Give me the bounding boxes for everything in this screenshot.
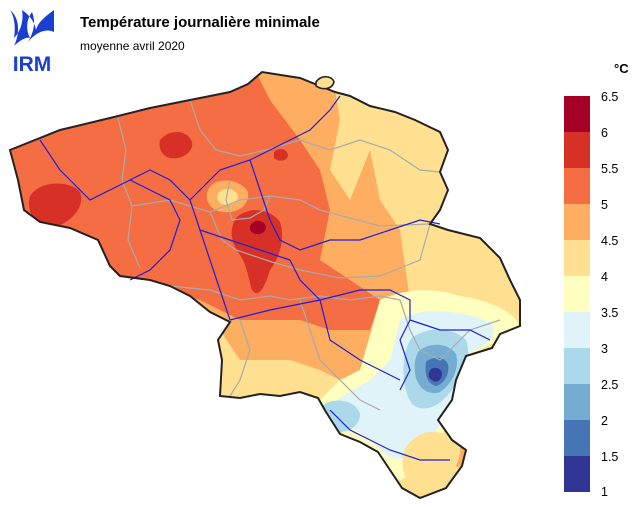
province-boundaries bbox=[117, 99, 501, 411]
national-border bbox=[8, 70, 521, 500]
legend-swatch bbox=[564, 384, 590, 420]
belgium-map bbox=[8, 70, 521, 500]
zone-1-1.5 bbox=[428, 367, 442, 382]
legend-label: 2.5 bbox=[601, 378, 618, 392]
legend-label: 4.5 bbox=[601, 234, 618, 248]
legend-label: 1 bbox=[601, 485, 608, 499]
zone-5.5-6-west bbox=[28, 183, 82, 228]
logo-mark bbox=[10, 10, 54, 46]
zone-6-6.5-brussels bbox=[250, 220, 266, 235]
legend-swatch bbox=[564, 96, 590, 132]
logo-text: IRM bbox=[13, 53, 52, 74]
zone-4-4.5-kempen bbox=[217, 188, 238, 205]
map-title: Température journalière minimale bbox=[80, 14, 320, 31]
rivers bbox=[39, 95, 491, 461]
legend-label: 5.5 bbox=[601, 162, 618, 176]
legend-label: 5 bbox=[601, 198, 608, 212]
zone-5.5-6-brussels bbox=[231, 210, 283, 294]
irm-logo: IRM bbox=[10, 10, 54, 74]
legend-label: 3.5 bbox=[601, 306, 618, 320]
legend-swatch bbox=[564, 312, 590, 348]
legend-swatches bbox=[564, 96, 590, 492]
legend-label: 6 bbox=[601, 126, 608, 140]
legend-swatch bbox=[564, 168, 590, 204]
temperature-fill bbox=[10, 72, 520, 498]
legend-label: 3 bbox=[601, 342, 608, 356]
legend-unit: °C bbox=[614, 61, 629, 76]
legend-swatch bbox=[564, 132, 590, 168]
legend-label: 6.5 bbox=[601, 92, 618, 104]
legend-labels: 6.5 6 5.5 5 4.5 4 3.5 3 2.5 2 1.5 1 bbox=[601, 92, 618, 499]
baarle-enclave bbox=[315, 75, 335, 90]
legend-swatch bbox=[564, 240, 590, 276]
zone-5.5-6-antwerp bbox=[274, 149, 288, 161]
legend-label: 1.5 bbox=[601, 450, 618, 464]
legend-swatch bbox=[564, 420, 590, 456]
legend-swatch bbox=[564, 204, 590, 240]
map-subtitle: moyenne avril 2020 bbox=[80, 39, 185, 53]
zone-5.5-6-east-flanders bbox=[159, 131, 193, 159]
color-legend: 6.5 6 5.5 5 4.5 4 3.5 3 2.5 2 1.5 1 bbox=[564, 92, 618, 499]
legend-label: 4 bbox=[601, 270, 608, 284]
legend-label: 2 bbox=[601, 414, 608, 428]
legend-swatch bbox=[564, 348, 590, 384]
legend-swatch bbox=[564, 276, 590, 312]
legend-swatch bbox=[564, 456, 590, 492]
